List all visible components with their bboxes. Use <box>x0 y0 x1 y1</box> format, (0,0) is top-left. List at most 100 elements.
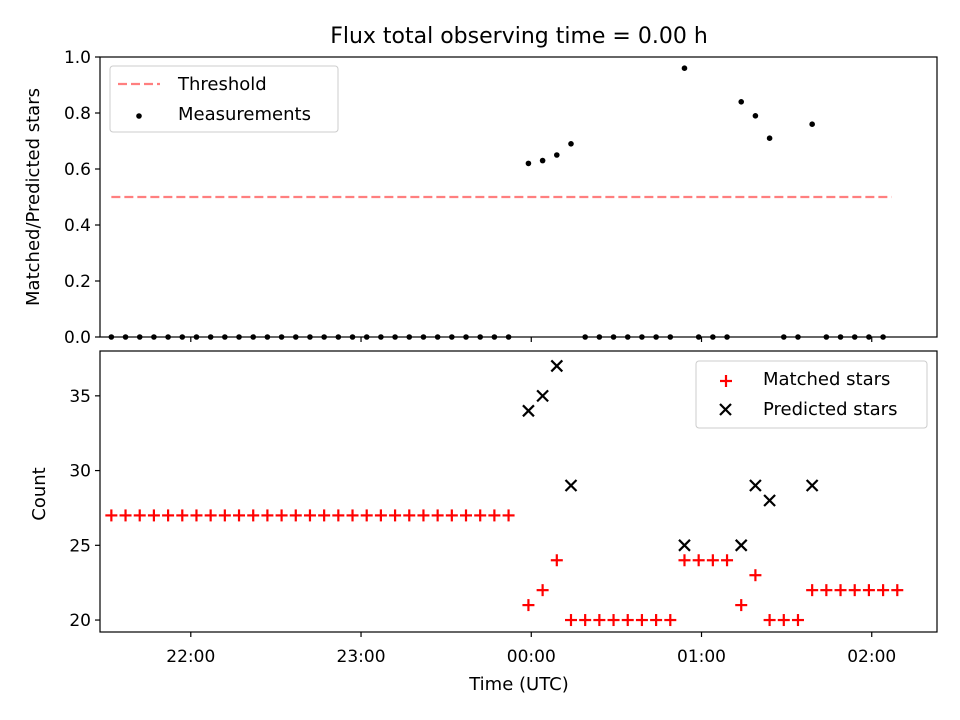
top-y-tick-label: 0.6 <box>64 160 91 180</box>
predicted-star-marker <box>536 389 549 403</box>
legend-plus-marker-icon <box>720 375 732 387</box>
matched-star-marker <box>460 509 473 522</box>
matched-star-marker <box>133 509 146 522</box>
top-legend-box <box>109 65 339 133</box>
matched-star-marker <box>550 554 563 567</box>
measurement-point <box>766 135 773 141</box>
predicted-star-marker <box>678 539 691 552</box>
top-y-tick-label: 0.2 <box>64 272 91 292</box>
matched-star-marker <box>502 509 515 522</box>
bottom-plot-data <box>105 359 904 627</box>
matched-star-marker <box>190 509 203 522</box>
matched-star-marker <box>749 569 762 582</box>
matched-star-marker <box>635 614 648 627</box>
bottom-y-tick-label: 20 <box>69 611 91 631</box>
measurement-point <box>568 141 574 147</box>
matched-star-marker <box>579 614 592 627</box>
matched-star-marker <box>275 509 288 522</box>
predicted-star-marker <box>522 404 535 418</box>
matched-star-marker <box>848 584 861 597</box>
top-y-tick-label: 1.0 <box>64 48 91 68</box>
predicted-star-stroke <box>522 404 535 418</box>
bottom-legend-box <box>695 360 928 429</box>
predicted-star-stroke <box>678 539 691 552</box>
predicted-star-marker <box>763 494 776 507</box>
bottom-legend: Matched stars Predicted stars <box>695 360 928 429</box>
predicted-star-stroke <box>805 479 819 492</box>
matched-star-marker <box>834 584 847 597</box>
measurement-point <box>809 121 815 127</box>
x-tick-label: 00:00 <box>507 647 556 667</box>
predicted-star-stroke <box>564 479 578 492</box>
top-plot-frame <box>99 56 938 338</box>
predicted-star-marker <box>564 479 578 492</box>
matched-star-marker <box>564 614 577 627</box>
matched-star-marker <box>877 584 890 597</box>
predicted-star-stroke <box>734 539 748 552</box>
matched-star-marker <box>417 509 430 522</box>
legend-threshold-label: Threshold <box>177 74 267 95</box>
matched-star-marker <box>247 509 260 522</box>
matched-star-marker <box>735 599 748 612</box>
measurement-point <box>525 160 532 167</box>
matched-star-marker <box>346 509 359 522</box>
top-legend: Threshold Measurements <box>109 65 339 133</box>
measurement-point <box>738 99 745 105</box>
legend-cross-marker-icon <box>719 403 732 416</box>
chart-title: Flux total observing time = 0.00 h <box>330 24 708 49</box>
bottom-y-axis-label: Count <box>29 467 50 520</box>
top-y-tick-label: 0.4 <box>64 216 91 236</box>
matched-star-marker <box>360 509 373 522</box>
matched-star-marker <box>777 614 790 627</box>
matched-star-marker <box>891 584 904 597</box>
predicted-star-marker <box>734 539 748 552</box>
matched-star-marker <box>692 554 705 567</box>
bottom-y-tick-label: 35 <box>69 387 91 407</box>
predicted-star-marker <box>749 479 762 492</box>
top-y-tick-label: 0.8 <box>64 104 91 124</box>
bottom-axes: 20 25 30 35 22:00 23:00 00:00 01:00 02:00 <box>69 387 896 667</box>
matched-star-marker <box>162 509 175 522</box>
predicted-star-stroke <box>763 494 776 507</box>
matched-star-marker <box>105 509 118 522</box>
matched-star-marker <box>147 509 160 522</box>
matched-star-marker <box>445 509 458 522</box>
matched-star-marker <box>332 509 345 522</box>
x-tick-label: 22:00 <box>166 647 215 667</box>
matched-star-marker <box>431 509 444 522</box>
x-axis-label: Time (UTC) <box>468 674 569 695</box>
matched-star-marker <box>678 554 691 567</box>
predicted-star-stroke <box>749 479 762 492</box>
predicted-star-stroke <box>536 389 549 403</box>
matched-star-marker <box>706 554 719 567</box>
measurement-point <box>752 113 759 119</box>
matched-star-marker <box>791 614 804 627</box>
matched-star-marker <box>664 614 677 627</box>
legend-matched-label: Matched stars <box>763 369 890 390</box>
x-tick-label: 01:00 <box>677 647 726 667</box>
matched-star-marker <box>176 509 189 522</box>
matched-star-marker <box>318 509 331 522</box>
matched-star-marker <box>763 614 776 627</box>
x-tick-label: 23:00 <box>337 647 386 667</box>
matched-star-marker <box>862 584 875 597</box>
matched-star-marker <box>303 509 316 522</box>
predicted-star-marker <box>550 359 564 373</box>
measurement-point <box>539 157 546 164</box>
matched-star-marker <box>218 509 231 522</box>
matched-star-marker <box>403 509 416 522</box>
top-y-axis-label: Matched/Predicted stars <box>23 88 44 306</box>
matched-star-marker <box>233 509 246 522</box>
legend-predicted-label: Predicted stars <box>763 399 897 420</box>
matched-star-marker <box>261 509 274 522</box>
matched-star-marker <box>650 614 663 627</box>
matched-star-marker <box>593 614 606 627</box>
matched-star-marker <box>536 584 549 597</box>
matched-star-marker <box>607 614 620 627</box>
predicted-star-marker <box>805 479 819 492</box>
matched-star-marker <box>289 509 302 522</box>
matched-star-marker <box>621 614 634 627</box>
predicted-star-stroke <box>550 359 564 373</box>
bottom-y-tick-label: 25 <box>69 536 91 556</box>
